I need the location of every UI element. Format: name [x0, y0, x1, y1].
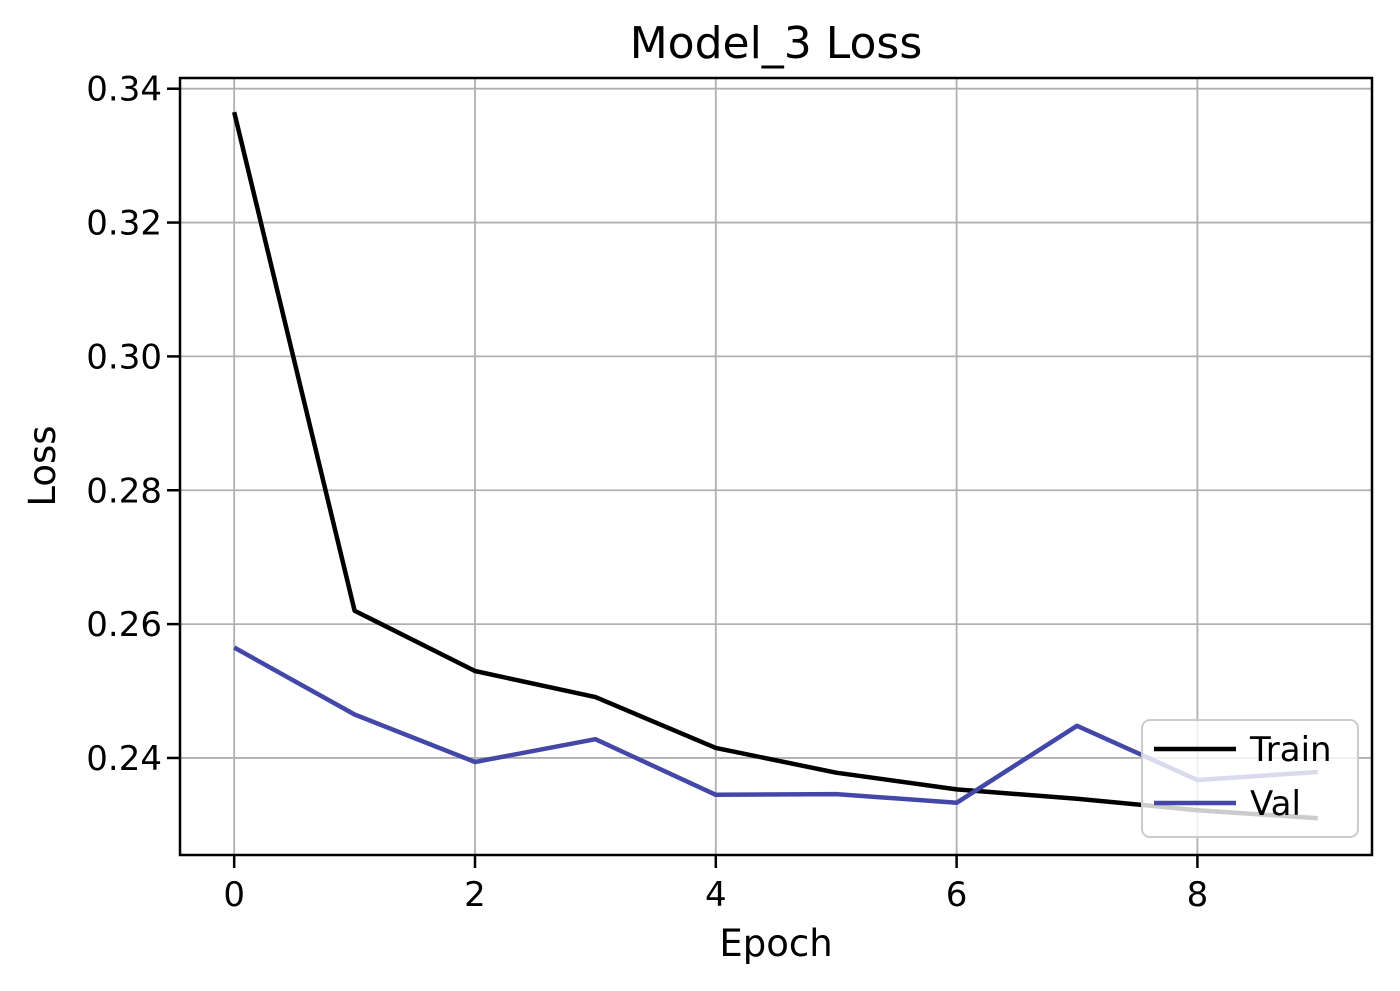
series-lines	[232, 111, 1318, 821]
x-tick-label: 8	[1187, 875, 1209, 915]
y-tick-label: 0.32	[86, 204, 162, 244]
x-tick-label: 4	[705, 875, 727, 915]
chart-title: Model_3 Loss	[630, 18, 923, 69]
series-line-train	[232, 111, 1318, 821]
series-line-val	[233, 645, 1318, 806]
y-tick-label: 0.24	[86, 739, 162, 779]
plot-frame	[178, 76, 1374, 857]
y-tick-label: 0.30	[86, 337, 162, 377]
y-axis-label: Loss	[21, 425, 64, 506]
legend-label-val: Val	[1250, 784, 1301, 824]
y-tick-label: 0.26	[86, 605, 162, 645]
x-ticks: 0 2 4 6 8	[223, 855, 1208, 915]
x-tick-label: 2	[464, 875, 486, 915]
legend: Train Val	[1141, 719, 1359, 838]
y-ticks: 0.24 0.26 0.28 0.30 0.32 0.34	[86, 70, 180, 779]
y-tick-label: 0.28	[86, 471, 162, 511]
legend-label-train: Train	[1249, 730, 1332, 770]
x-tick-label: 6	[946, 875, 968, 915]
y-tick-label: 0.34	[86, 70, 162, 110]
x-axis-label: Epoch	[719, 922, 832, 965]
x-tick-label: 0	[223, 875, 245, 915]
